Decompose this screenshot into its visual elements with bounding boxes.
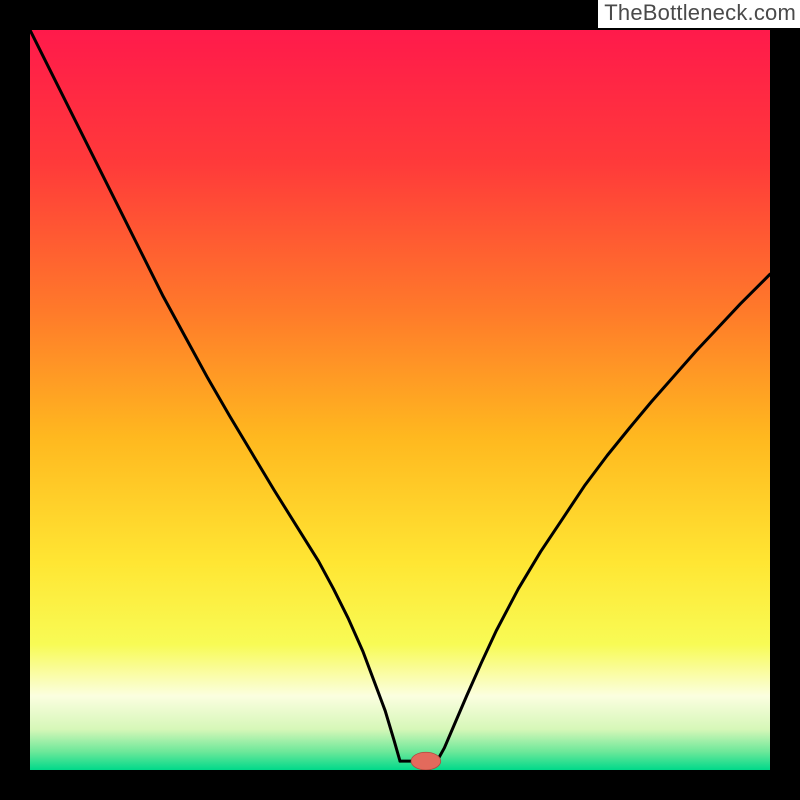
gradient-background: [30, 30, 770, 770]
chart-container: TheBottleneck.com: [0, 0, 800, 800]
bottleneck-plot: [30, 30, 770, 770]
minimum-marker: [411, 752, 441, 770]
watermark-label: TheBottleneck.com: [598, 0, 800, 28]
